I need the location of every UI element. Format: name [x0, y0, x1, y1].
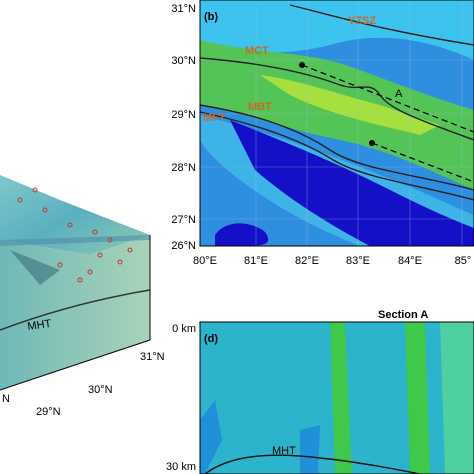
fault-label: MHT	[272, 445, 296, 457]
map-zone	[200, 0, 474, 60]
lat-axis: 31°N 30°N 29°N 28°N 27°N 26°N	[171, 3, 196, 252]
lon-label: 81°E	[244, 255, 268, 267]
seismicity	[17, 187, 133, 283]
lat-label: 29°N	[36, 406, 61, 418]
profile-start	[369, 140, 375, 146]
grid	[200, 0, 474, 246]
block-feature	[10, 250, 60, 285]
annotation: MBT	[248, 101, 272, 113]
mht-fault	[0, 289, 151, 331]
section-panel: Section A (d) MHT 0 km 30 km	[166, 309, 474, 474]
mht-fault	[204, 454, 421, 474]
lat-label: 27°N	[171, 214, 196, 226]
section-zone	[300, 425, 320, 474]
profile-start	[299, 62, 305, 68]
profile-line	[371, 142, 474, 183]
map-zone	[260, 75, 440, 135]
lat-label: 31°N	[171, 3, 196, 15]
block-top	[0, 175, 150, 255]
lon-label: 82°E	[295, 255, 319, 267]
depth-label: 30 km	[166, 461, 196, 473]
lon-label: 84°E	[398, 255, 422, 267]
annotation: YZSZ	[348, 15, 376, 27]
lon-label: 83°E	[346, 255, 370, 267]
section-frame	[199, 321, 474, 474]
lat-label: 30°N	[88, 384, 113, 396]
faults	[199, 4, 474, 201]
panel-label: (b)	[204, 11, 218, 23]
section-zone	[440, 322, 474, 474]
annotation: MFT	[203, 112, 226, 124]
block-base	[0, 339, 151, 391]
profile-line	[301, 64, 474, 133]
lat-label: 29°N	[171, 109, 196, 121]
map-zone	[230, 120, 474, 246]
lon-axis: 80°E 81°E 82°E 83°E 84°E 85°	[193, 255, 471, 267]
lon-label: 80°E	[193, 255, 217, 267]
map-panel: (b) YZSZ MCT MBT MFT A 31°N 30°N 29°N 28…	[171, 0, 474, 267]
lon-label: 85°	[455, 255, 472, 267]
fault-label: MHT	[27, 318, 53, 333]
section-title: Section A	[378, 309, 428, 321]
map-frame	[199, 0, 474, 247]
annotation: MCT	[245, 45, 269, 57]
section-zone	[200, 400, 222, 474]
map-zone	[215, 223, 269, 246]
block-edge	[0, 235, 150, 246]
depth-label: 0 km	[172, 323, 196, 335]
lat-label: 26°N	[171, 240, 196, 252]
block-diagram: MHT N 29°N 30°N 31°N	[0, 175, 165, 418]
lat-label: 28°N	[171, 162, 196, 174]
lat-label: 30°N	[171, 55, 196, 67]
section-zone	[405, 322, 430, 474]
section-zone	[330, 322, 352, 474]
panel-label: (d)	[204, 333, 218, 345]
lat-label: N	[2, 393, 10, 405]
lat-label: 31°N	[140, 351, 165, 363]
annotation: A	[395, 88, 403, 100]
